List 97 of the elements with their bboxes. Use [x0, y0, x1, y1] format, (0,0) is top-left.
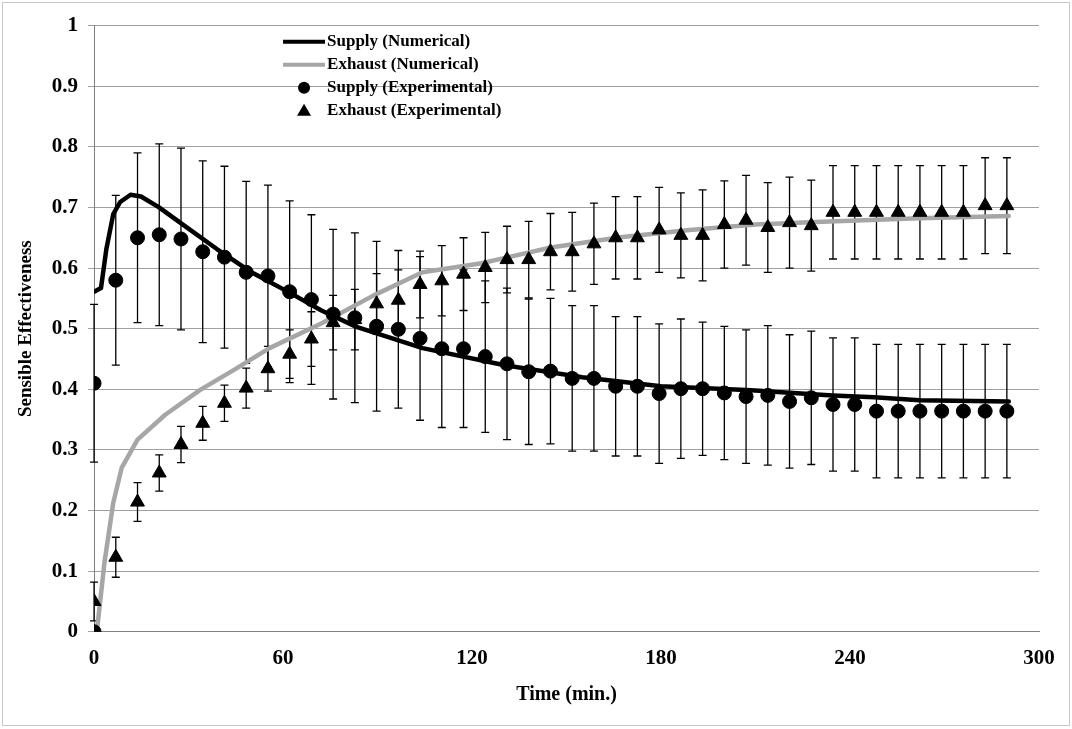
legend-label: Supply (Numerical): [327, 31, 471, 51]
point: [955, 203, 971, 217]
point: [303, 330, 319, 344]
point: [477, 258, 493, 272]
point: [238, 379, 254, 393]
point: [412, 275, 428, 289]
point: [260, 268, 276, 284]
point: [673, 226, 689, 240]
point: [890, 203, 906, 217]
point: [542, 363, 558, 379]
y-tick-label: 0.5: [51, 315, 79, 340]
point: [695, 226, 711, 240]
point: [499, 356, 515, 372]
point: [847, 203, 863, 217]
point: [912, 403, 928, 419]
point: [151, 227, 167, 243]
point: [695, 381, 711, 397]
point: [608, 378, 624, 394]
y-tick-label: 0.3: [51, 436, 79, 461]
point: [803, 217, 819, 231]
point: [130, 230, 146, 246]
y-tick-label: 0: [67, 618, 79, 643]
point: [716, 385, 732, 401]
x-tick-label: 300: [1023, 644, 1055, 669]
point: [521, 251, 537, 265]
point: [999, 197, 1015, 211]
point: [586, 235, 602, 249]
point: [390, 321, 406, 337]
point: [825, 203, 841, 217]
point: [195, 244, 211, 260]
point: [803, 390, 819, 406]
y-tick-label: 0.1: [51, 557, 79, 582]
point: [369, 295, 385, 309]
point: [869, 203, 884, 217]
legend-label: Exhaust (Experimental): [327, 100, 502, 120]
legend-label: Supply (Experimental): [327, 77, 493, 97]
point: [977, 403, 993, 419]
point: [543, 243, 558, 257]
point: [738, 211, 754, 225]
point: [629, 378, 645, 394]
point: [564, 243, 580, 257]
point: [868, 403, 884, 419]
x-tick-label: 120: [456, 644, 488, 669]
point: [629, 229, 645, 243]
point: [434, 272, 450, 286]
point: [303, 292, 319, 308]
point: [216, 249, 232, 265]
x-tick-label: 240: [834, 644, 866, 669]
point: [282, 345, 298, 359]
y-tick-label: 1: [67, 12, 79, 37]
y-tick-label: 0.4: [51, 375, 79, 400]
point: [934, 403, 950, 419]
point: [825, 396, 841, 412]
point: [955, 403, 971, 419]
point: [325, 306, 341, 322]
point: [912, 203, 928, 217]
x-tick-label: 180: [645, 644, 677, 669]
point: [260, 360, 276, 374]
point: [651, 221, 667, 235]
point: [173, 231, 189, 247]
y-tick-label: 0.2: [51, 496, 79, 521]
point: [564, 370, 580, 386]
point: [999, 403, 1015, 419]
point: [760, 218, 776, 232]
point: [890, 403, 906, 419]
point: [608, 229, 624, 243]
y-tick-label: 0.9: [51, 72, 79, 97]
point: [782, 393, 798, 409]
point: [847, 396, 863, 412]
point: [716, 215, 732, 229]
point: [586, 370, 602, 386]
legend-label: Exhaust (Numerical): [327, 54, 479, 74]
point: [521, 364, 537, 380]
point: [238, 264, 254, 280]
point: [456, 341, 472, 357]
y-tick-label: 0.8: [51, 133, 79, 158]
y-tick-label: 0.7: [51, 193, 79, 218]
point: [108, 272, 124, 288]
point: [369, 318, 385, 334]
point: [673, 381, 689, 397]
point: [390, 291, 406, 305]
point: [977, 197, 993, 211]
point: [651, 386, 667, 402]
point: [282, 284, 298, 300]
point: [760, 387, 776, 403]
point: [782, 214, 797, 228]
y-tick-label: 0.6: [51, 254, 79, 279]
point: [456, 265, 471, 279]
x-tick-label: 0: [88, 644, 100, 669]
x-axis-title: Time (min.): [516, 682, 617, 706]
point: [412, 330, 428, 346]
point: [434, 341, 450, 357]
y-axis-title: Sensible Effectiveness: [14, 240, 36, 418]
x-tick-label: 60: [272, 644, 294, 669]
point: [934, 203, 950, 217]
point: [499, 251, 515, 265]
point: [477, 349, 493, 365]
